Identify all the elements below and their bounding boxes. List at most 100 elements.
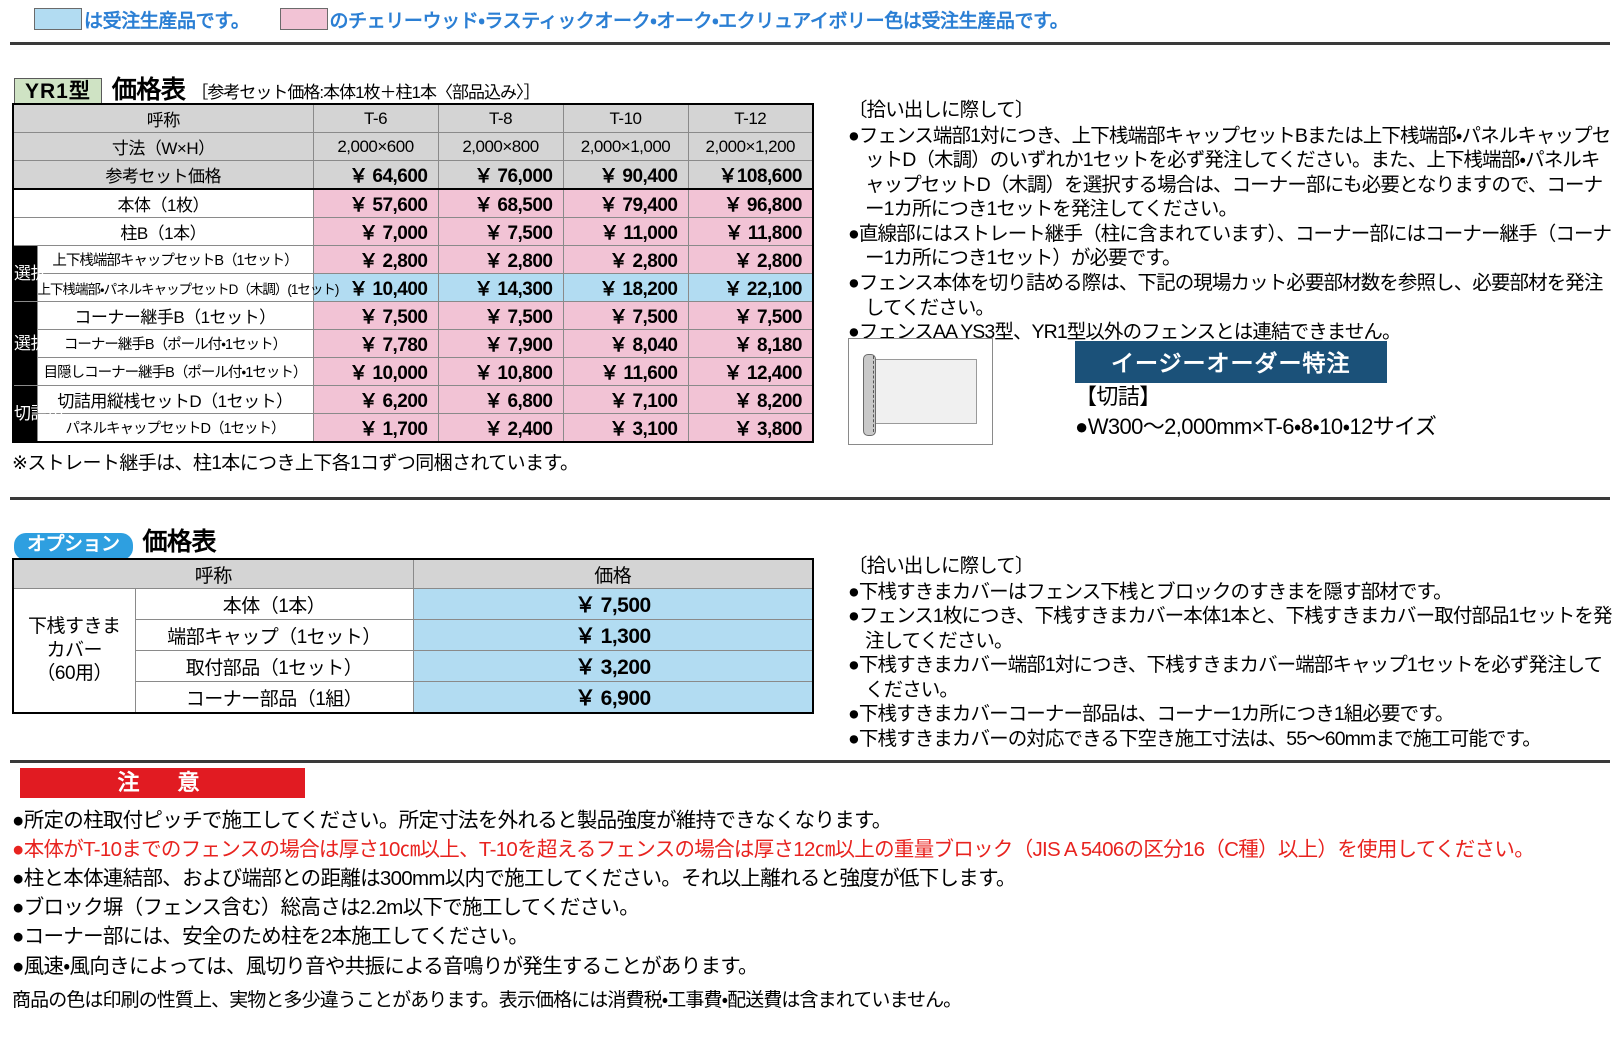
diagram-cut-line <box>873 356 874 432</box>
cell-body-t12: ￥ 96,800 <box>687 188 814 218</box>
main-section-note: ［参考セット価格:本体1枚＋柱1本〈部品込み〉］ <box>191 83 540 102</box>
table-row: 選択 コーナー継手B（1セット） ￥ 7,500 ￥ 7,500 ￥ 7,500… <box>12 301 814 386</box>
option-row-price-mount: ￥ 3,200 <box>412 650 814 682</box>
cell-panelcapd-t12: ￥ 3,800 <box>687 413 814 443</box>
legend-item-blue: は受注生産品です。 <box>34 6 250 33</box>
cell-setprice-t12: ￥108,600 <box>687 160 814 190</box>
disclaimer-text: 商品の色は印刷の性質上、実物と多少違うことがあります。表示価格には消費税・工事費… <box>12 990 962 1011</box>
legend-item-pink: のチェリーウッド・ラスティックオーク・オーク・エクリュアイボリー色は受注生産品で… <box>279 6 1069 33</box>
option-col-header-price: 価格 <box>412 558 814 589</box>
col-header-t6: T-6 <box>312 103 439 133</box>
table-row: パネルキャップセットD（1セット） ￥ 1,700 ￥ 2,400 ￥ 3,10… <box>13 413 814 443</box>
caution-list: 所定の柱取付ピッチで施工してください。所定寸法を外れると製品強度が維持できなくな… <box>12 806 1612 981</box>
list-item: 本体がT-10までのフェンスの場合は厚さ10㎝以上、T-10を超えるフェンスの場… <box>12 835 1612 864</box>
cell-setprice-t6: ￥ 64,600 <box>312 160 439 190</box>
option-col-header-name: 呼称 <box>12 558 414 589</box>
row-label-body: 本体（1枚） <box>12 188 314 218</box>
list-item: フェンス本体を切り詰める際は、下記の現場カット必要部材数を参照し、必要部材を発注… <box>848 271 1616 320</box>
row-label-tatesan: 切詰用縦桟セットD（1セット） <box>36 385 314 414</box>
cell-setprice-t8: ￥ 76,000 <box>437 160 564 190</box>
cell-size-t10: 2,000×1,000 <box>562 132 689 161</box>
table-row: 寸法（W×H） 2,000×600 2,000×800 2,000×1,000 … <box>12 132 814 161</box>
table-row-header: 呼称 価格 <box>12 558 814 589</box>
cell-postb-t12: ￥ 11,800 <box>687 217 814 246</box>
cell-postb-t6: ￥ 7,000 <box>312 217 439 246</box>
option-group-label-line1: 下桟すきま <box>27 615 121 637</box>
legend-bar: は受注生産品です。 のチェリーウッド・ラスティックオーク・オーク・エクリュアイボ… <box>0 0 1618 38</box>
list-item: 下桟すきまカバーの対応できる下空き施工寸法は、55〜60mmまで施工可能です。 <box>848 727 1616 752</box>
legend-text-pink: のチェリーウッド・ラスティックオーク・オーク・エクリュアイボリー色は受注生産品で… <box>329 10 1069 32</box>
list-item: 風速・風向きによっては、風切り音や共振による音鳴りが発生することがあります。 <box>12 952 1612 981</box>
table-row: 柱B（1本） ￥ 7,000 ￥ 7,500 ￥ 11,000 ￥ 11,800 <box>12 217 814 246</box>
cell-capb-t10: ￥ 2,800 <box>562 245 689 274</box>
option-group-label-line3: （60用） <box>36 663 113 685</box>
price-table: 呼称 T-6 T-8 T-10 T-12 寸法（W×H） 2,000×600 2… <box>12 103 814 443</box>
cell-panelcapd-t6: ￥ 1,700 <box>312 413 439 443</box>
model-badge: YR1型 <box>14 78 102 108</box>
cell-capb-t8: ￥ 2,800 <box>437 245 564 274</box>
option-badge: オプション <box>14 533 133 560</box>
group-label-cut-text: 切詰用 <box>14 404 64 422</box>
cell-capd-t6: ￥ 10,400 <box>312 273 439 302</box>
row-label-cornerb-pole: コーナー継手B（ポール付・1セット） <box>36 329 314 358</box>
group-label-select-2: 選択 <box>12 301 47 386</box>
cell-cornerb-t12: ￥ 7,500 <box>687 301 814 330</box>
group-label-select-1-text: 選択 <box>14 263 47 283</box>
cell-panelcapd-t10: ￥ 3,100 <box>562 413 689 443</box>
legend-text-blue: は受注生産品です。 <box>84 10 250 32</box>
option-row-label-corner: コーナー部品（1組） <box>134 681 414 714</box>
pickup-note-2-list: 下桟すきまカバーはフェンス下桟とブロックのすきまを隠す部材です。 フェンス1枚に… <box>848 580 1616 752</box>
table-row: 本体（1枚） ￥ 57,600 ￥ 68,500 ￥ 79,400 ￥ 96,8… <box>12 188 814 218</box>
cell-capd-t8: ￥ 14,300 <box>437 273 564 302</box>
option-group-label-line2: カバー <box>46 639 102 661</box>
cell-setprice-t10: ￥ 90,400 <box>562 160 689 190</box>
list-item: 下桟すきまカバーはフェンス下桟とブロックのすきまを隠す部材です。 <box>848 580 1616 605</box>
table-row: 目隠しコーナー継手B（ポール付・1セット） ￥ 10,000 ￥ 10,800 … <box>13 357 814 386</box>
list-item: 下桟すきまカバーコーナー部品は、コーナー1カ所につき1組必要です。 <box>848 702 1616 727</box>
cell-cornerbpole-t8: ￥ 7,900 <box>437 329 564 358</box>
cell-tatesan-t10: ￥ 7,100 <box>562 385 689 414</box>
caution-badge: 注 意 <box>20 768 305 798</box>
option-row-price-body: ￥ 7,500 <box>412 588 814 620</box>
col-header-name: 呼称 <box>12 103 314 133</box>
row-label-mekakushi-corner: 目隠しコーナー継手B（ポール付・1セット） <box>36 357 314 386</box>
pickup-note-2-heading: 〔拾い出しに際して〕 <box>848 555 1034 577</box>
group-label-select-1: 選択 <box>12 245 47 302</box>
row-label-postb: 柱B（1本） <box>12 217 314 246</box>
divider-low <box>10 760 1610 763</box>
col-header-t12: T-12 <box>687 103 814 133</box>
cell-cornerbpole-t12: ￥ 8,180 <box>687 329 814 358</box>
cell-mekakushi-t6: ￥ 10,000 <box>312 357 439 386</box>
group-label-select-2-text: 選択 <box>14 333 47 353</box>
easy-order-heading: 【切詰】 <box>1075 384 1161 409</box>
option-row-price-endcap: ￥ 1,300 <box>412 619 814 651</box>
cell-body-t8: ￥ 68,500 <box>437 188 564 218</box>
option-group-label: 下桟すきま カバー （60用） <box>12 588 136 714</box>
table-row: 上下桟端部・パネルキャップセットD（木調）(1セット) ￥ 10,400 ￥ 1… <box>13 273 814 302</box>
easy-order-badge: イージーオーダー特注 <box>1075 341 1387 383</box>
caution-items: 所定の柱取付ピッチで施工してください。所定寸法を外れると製品強度が維持できなくな… <box>12 806 1612 981</box>
option-row-price-corner: ￥ 6,900 <box>412 681 814 714</box>
list-item: ブロック塀（フェンス含む）総高さは2.2m以下で施工してください。 <box>12 893 1612 922</box>
list-item: フェンス端部1対につき、上下桟端部キャップセットBまたは上下桟端部・パネルキャッ… <box>848 124 1616 222</box>
pickup-note-1-list: フェンス端部1対につき、上下桟端部キャップセットBまたは上下桟端部・パネルキャッ… <box>848 124 1616 345</box>
cell-tatesan-t6: ￥ 6,200 <box>312 385 439 414</box>
option-row-label-mount: 取付部品（1セット） <box>134 650 414 682</box>
cell-size-t8: 2,000×800 <box>437 132 564 161</box>
main-section-title: YR1型 価格表 ［参考セット価格:本体1枚＋柱1本〈部品込み〉］ <box>14 70 541 108</box>
main-section-heading: 価格表 <box>111 76 186 104</box>
table-row: コーナー継手B（ポール付・1セット） ￥ 7,780 ￥ 7,900 ￥ 8,0… <box>13 329 814 358</box>
cell-capb-t12: ￥ 2,800 <box>687 245 814 274</box>
list-item: 下桟すきまカバー端部1対につき、下桟すきまカバー端部キャップ1セットを必ず発注し… <box>848 653 1616 702</box>
cell-panelcapd-t8: ￥ 2,400 <box>437 413 564 443</box>
cell-capb-t6: ￥ 2,800 <box>312 245 439 274</box>
option-row-label-endcap: 端部キャップ（1セット） <box>134 619 414 651</box>
pickup-note-1: 〔拾い出しに際して〕 フェンス端部1対につき、上下桟端部キャップセットBまたは上… <box>848 98 1616 345</box>
row-label-panelcapd: パネルキャップセットD（1セット） <box>36 413 314 443</box>
row-label-cornerb: コーナー継手B（1セット） <box>36 301 314 330</box>
table-row: 選択 上下桟端部キャップセットB（1セット） ￥ 2,800 ￥ 2,800 ￥… <box>12 245 814 302</box>
list-item: 直線部にはストレート継手（柱に含まれています）、コーナー部にはコーナー継手（コー… <box>848 222 1616 271</box>
option-section-title: オプション 価格表 <box>14 522 217 560</box>
cell-body-t6: ￥ 57,600 <box>312 188 439 218</box>
swatch-pink-icon <box>279 8 328 30</box>
